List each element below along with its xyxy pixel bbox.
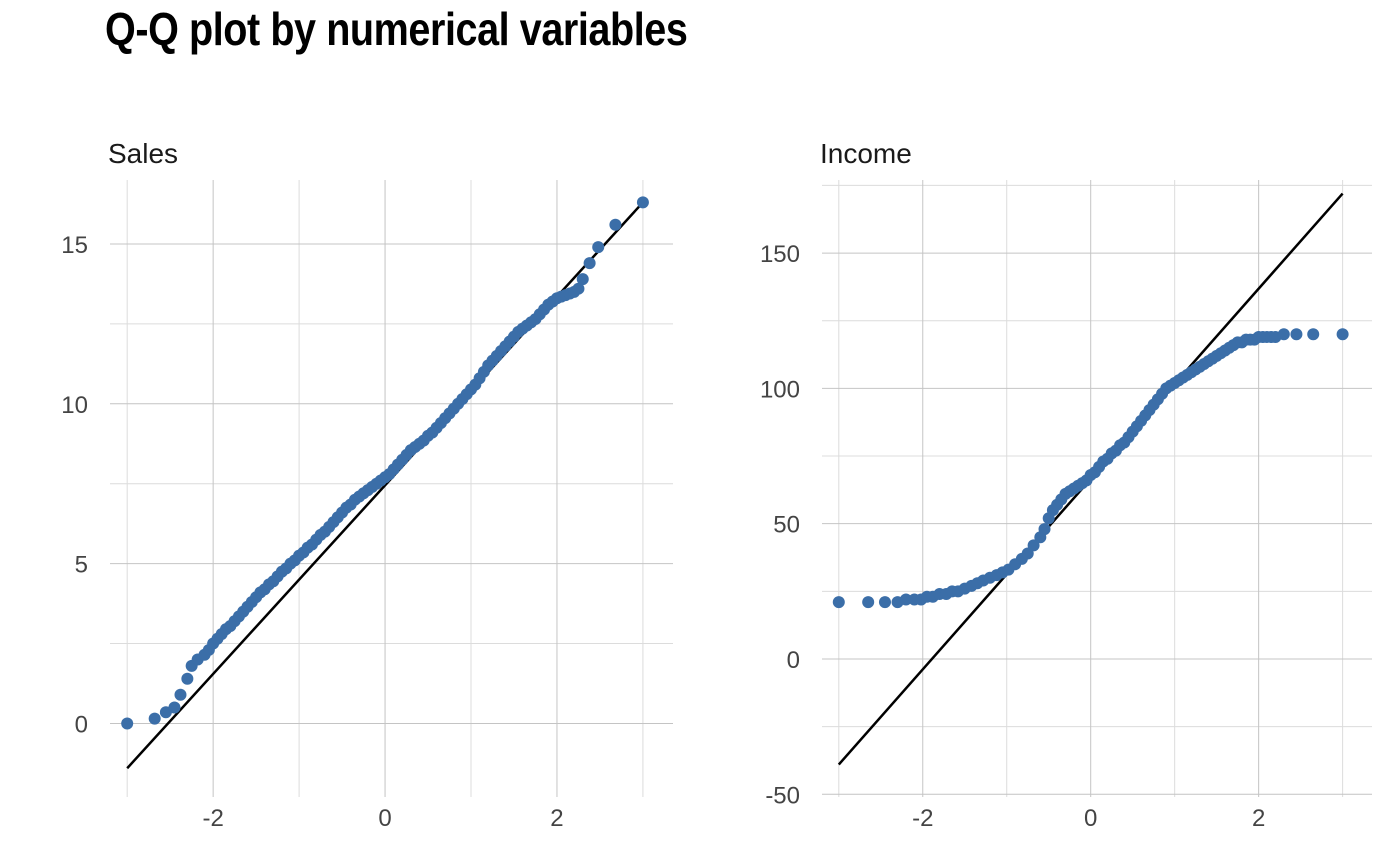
qq-point bbox=[636, 196, 649, 209]
y-tick-label: 5 bbox=[75, 552, 88, 579]
x-tick-label: -2 bbox=[912, 805, 933, 832]
qq-point bbox=[1336, 328, 1349, 341]
y-tick-label: 0 bbox=[75, 711, 88, 738]
qq-point bbox=[168, 701, 181, 714]
x-tick-label: 0 bbox=[378, 805, 391, 832]
qq-point bbox=[1038, 523, 1051, 536]
qq-point bbox=[878, 596, 891, 609]
qq-point bbox=[148, 712, 161, 725]
qq-point bbox=[1277, 328, 1290, 341]
qq-point bbox=[181, 672, 194, 685]
y-tick-label: 15 bbox=[61, 232, 88, 259]
qq-point bbox=[174, 688, 187, 701]
y-tick-label: 10 bbox=[61, 392, 88, 419]
y-tick-label: 150 bbox=[760, 241, 800, 268]
qq-point bbox=[576, 273, 589, 286]
qq-point bbox=[592, 241, 605, 254]
facet-title-income: Income bbox=[820, 138, 912, 169]
qq-point bbox=[1027, 539, 1040, 552]
qq-point bbox=[862, 596, 875, 609]
chart-title: Q-Q plot by numerical variables bbox=[105, 3, 688, 55]
x-tick-label: 0 bbox=[1084, 805, 1097, 832]
qq-point bbox=[572, 282, 585, 295]
facet-title-sales: Sales bbox=[108, 138, 178, 169]
qq-point bbox=[832, 596, 845, 609]
qq-point bbox=[609, 218, 622, 231]
qq-point bbox=[1290, 328, 1303, 341]
y-tick-label: 0 bbox=[787, 647, 800, 674]
qq-point bbox=[899, 593, 912, 606]
x-tick-label: 2 bbox=[1252, 805, 1265, 832]
y-tick-label: 50 bbox=[773, 512, 800, 539]
x-tick-label: 2 bbox=[550, 805, 563, 832]
y-tick-label: 100 bbox=[760, 376, 800, 403]
x-tick-label: -2 bbox=[202, 805, 223, 832]
y-tick-label: -50 bbox=[765, 782, 800, 809]
qq-point bbox=[1307, 328, 1320, 341]
qq-point bbox=[121, 717, 134, 730]
qq-point bbox=[583, 257, 596, 270]
